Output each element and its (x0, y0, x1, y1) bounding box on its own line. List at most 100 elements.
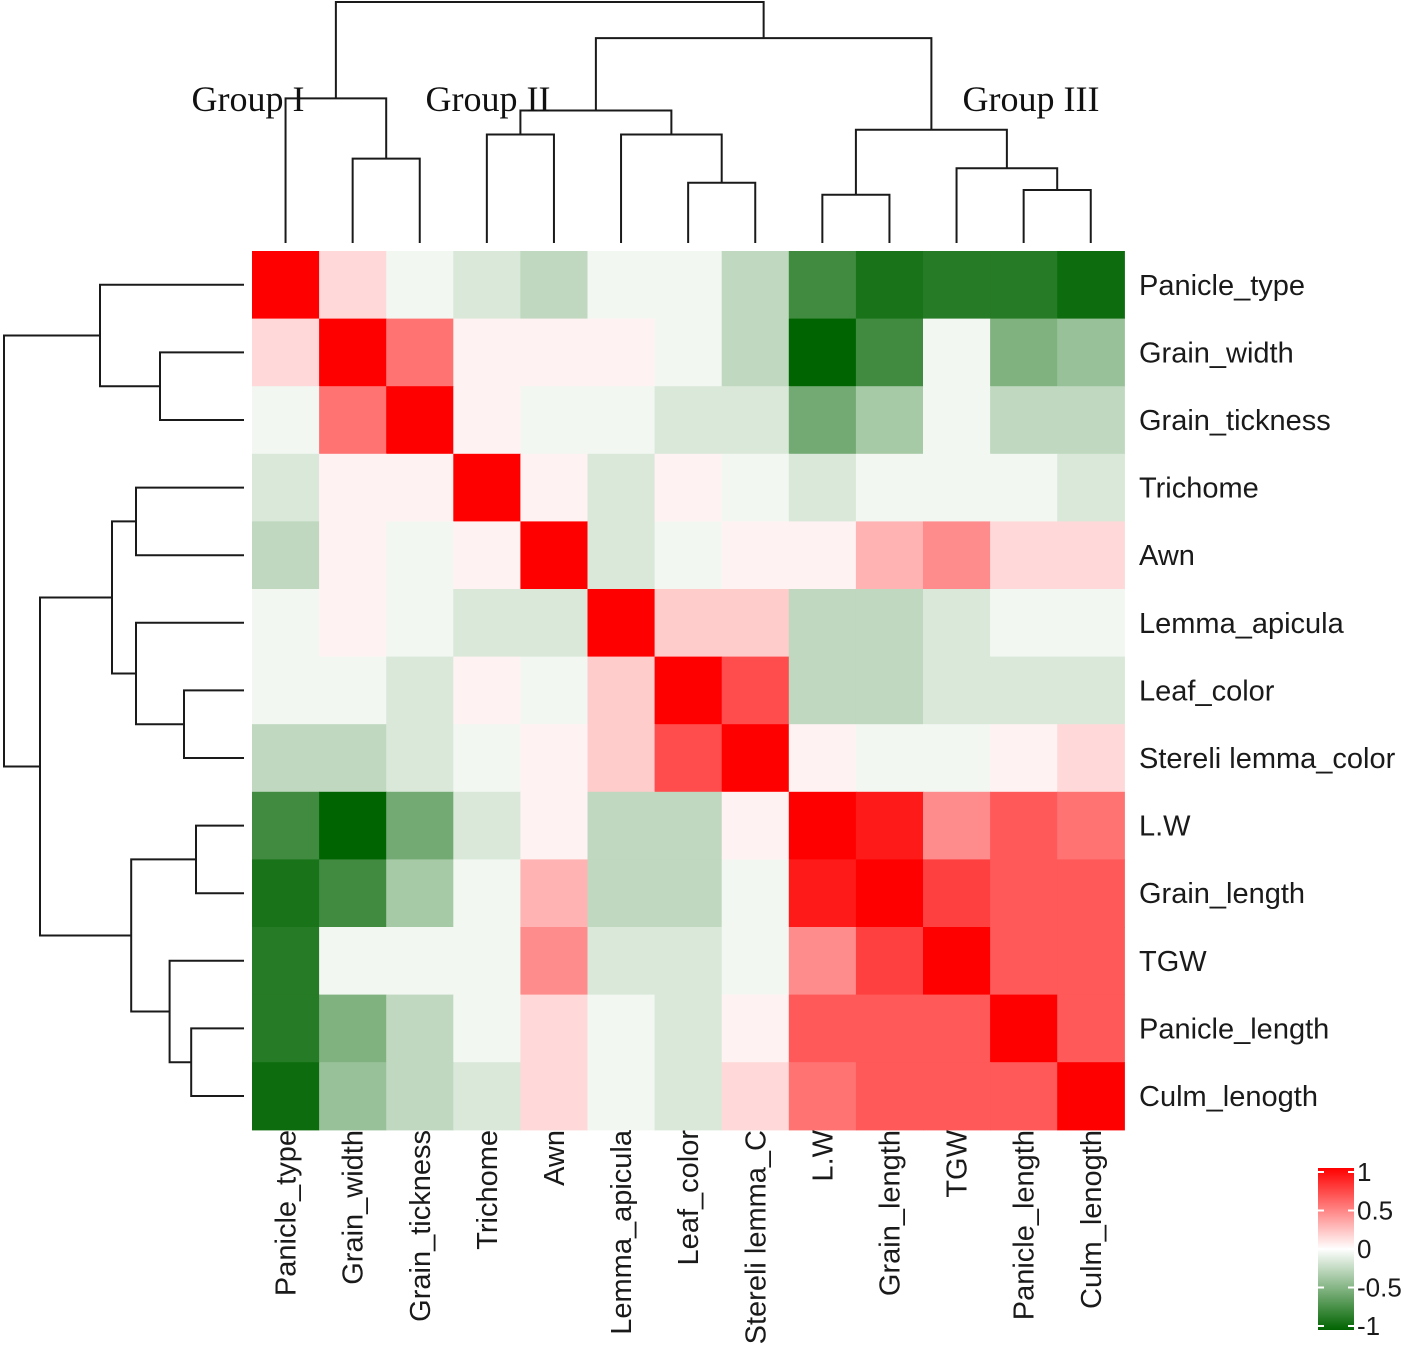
heatmap-cell (923, 521, 991, 590)
heatmap-cell (587, 521, 656, 590)
heatmap-cell (855, 859, 924, 928)
heatmap-cell (923, 453, 991, 522)
heatmap-cell (654, 453, 723, 522)
row-label: Panicle_length (1139, 1013, 1329, 1045)
row-label: Grain_width (1139, 337, 1294, 369)
heatmap-cell (923, 724, 991, 793)
heatmap-cell (990, 656, 1058, 725)
column-label: Stereli lemma_C (740, 1130, 772, 1344)
heatmap-cell (855, 656, 924, 725)
dendrogram-branch (955, 167, 1059, 243)
heatmap-cell (453, 1062, 521, 1131)
heatmap-cell (319, 251, 387, 320)
heatmap-cell (788, 318, 857, 387)
heatmap-cell (319, 589, 387, 658)
heatmap-cell (654, 724, 723, 793)
legend-tick-label: -1 (1357, 1311, 1380, 1341)
heatmap-cell (788, 589, 857, 658)
heatmap-cell (654, 386, 723, 455)
color-legend: 1 0.5 0 -0.5 -1 (1318, 1157, 1402, 1341)
heatmap-cell (252, 251, 320, 320)
dendrogram-branch (111, 520, 136, 675)
heatmap-cell (721, 791, 790, 860)
heatmap-cell (1057, 724, 1125, 793)
heatmap-cell (654, 1062, 723, 1131)
column-label: Panicle_length (1009, 1130, 1041, 1320)
heatmap-cell (721, 859, 790, 928)
dendrogram-branch (821, 193, 891, 243)
heatmap-cell (386, 859, 454, 928)
heatmap-cell (1057, 453, 1125, 522)
heatmap-cell (319, 927, 387, 996)
heatmap-cell (453, 994, 521, 1063)
column-label: Culm_lenogth (1076, 1130, 1108, 1309)
column-label: Grain_width (338, 1130, 370, 1285)
heatmap-cell (855, 589, 924, 658)
row-label: Stereli lemma_color (1139, 743, 1396, 775)
heatmap-cell (923, 927, 991, 996)
heatmap-cell (587, 589, 656, 658)
heatmap-cell (319, 318, 387, 387)
column-label: TGW (942, 1129, 974, 1197)
heatmap-cell (990, 386, 1058, 455)
column-label: Trichome (472, 1130, 504, 1250)
heatmap-cell (721, 994, 790, 1063)
heatmap-cell (990, 859, 1058, 928)
heatmap-cell (520, 859, 589, 928)
heatmap-cell (520, 994, 589, 1063)
column-labels: Panicle_type Grain_width Grain_tickness Tri… (271, 1129, 1108, 1344)
heatmap-cell (855, 453, 924, 522)
heatmap-cell (788, 521, 857, 590)
heatmap-cell (923, 994, 991, 1063)
dendrogram-branch (687, 181, 757, 243)
dendrogram-branch (351, 157, 421, 243)
heatmap-cell (990, 453, 1058, 522)
heatmap-cell (520, 318, 589, 387)
heatmap-cell (386, 589, 454, 658)
heatmap-cell (855, 927, 924, 996)
dendrogram-branch (620, 133, 723, 243)
heatmap-cell (855, 791, 924, 860)
column-label: Panicle_type (271, 1130, 303, 1296)
heatmap-cell (386, 521, 454, 590)
heatmap-cell (520, 386, 589, 455)
heatmap-cell (721, 927, 790, 996)
heatmap-cell (654, 251, 723, 320)
dendrogram-branch (190, 1027, 244, 1097)
heatmap-cell (386, 656, 454, 725)
heatmap-cell (923, 656, 991, 725)
heatmap-cell (587, 724, 656, 793)
heatmap-cell (721, 453, 790, 522)
legend-tick-label: 1 (1357, 1157, 1371, 1187)
heatmap-cell (721, 251, 790, 320)
dendrogram-branch (168, 959, 244, 1064)
heatmap-cell (252, 791, 320, 860)
heatmap-cell (453, 521, 521, 590)
heatmap-cell (788, 453, 857, 522)
row-label: Lemma_apicula (1139, 608, 1345, 640)
heatmap-cell (1057, 791, 1125, 860)
row-label: Awn (1139, 540, 1195, 572)
heatmap-cell (587, 1062, 656, 1131)
color-legend-ticks: 1 0.5 0 -0.5 -1 (1318, 1157, 1402, 1341)
group-label-2: Group II (426, 79, 551, 119)
heatmap-cell (1057, 656, 1125, 725)
heatmap-cell (453, 927, 521, 996)
column-label: Grain_tickness (405, 1130, 437, 1322)
heatmap-cell (990, 927, 1058, 996)
heatmap-cell (721, 724, 790, 793)
column-label: Awn (539, 1130, 571, 1186)
heatmap-cell (252, 521, 320, 590)
column-label: Lemma_apicula (606, 1129, 638, 1335)
row-label: Panicle_type (1139, 270, 1305, 302)
column-label: Leaf_color (673, 1130, 705, 1266)
heatmap-cell (386, 386, 454, 455)
heatmap-cell (855, 251, 924, 320)
heatmap-cell (453, 589, 521, 658)
heatmap-cell (923, 1062, 991, 1131)
row-label: L.W (1139, 811, 1191, 843)
heatmap-cell (923, 589, 991, 658)
heatmap-cell (453, 791, 521, 860)
heatmap-cell (654, 927, 723, 996)
